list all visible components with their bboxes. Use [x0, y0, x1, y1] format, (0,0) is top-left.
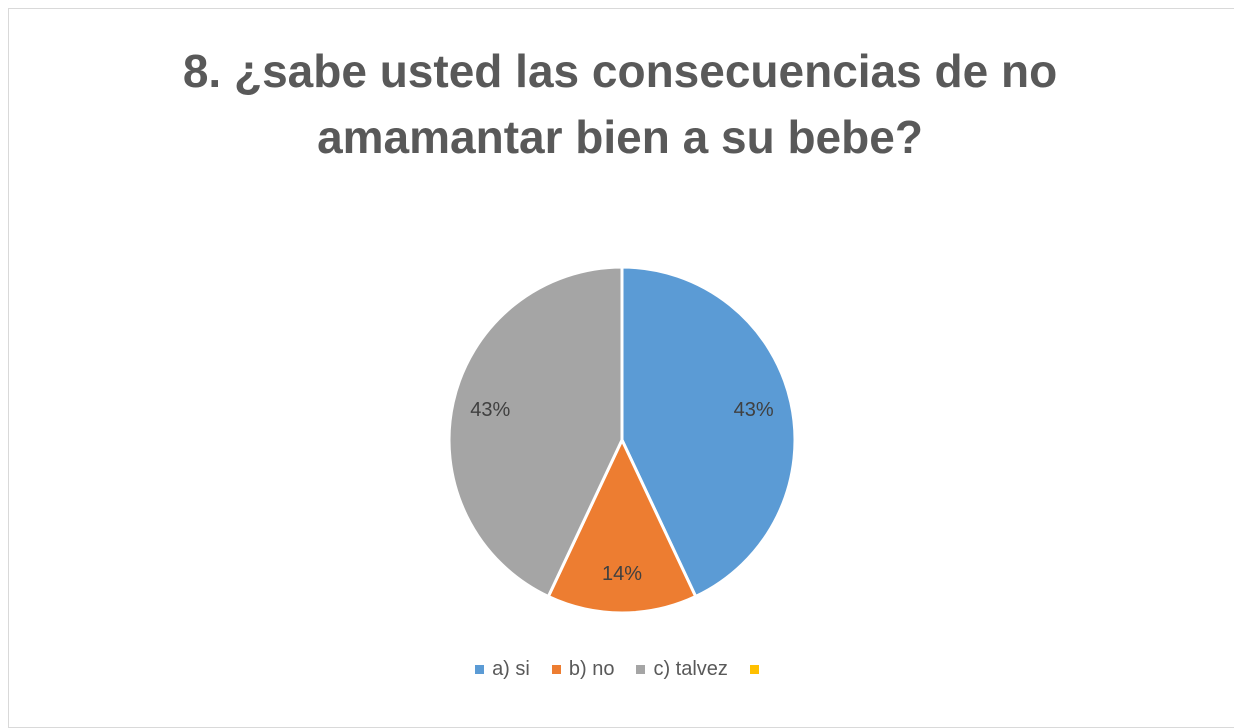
legend-swatch	[551, 665, 561, 674]
data-label: 14%	[602, 563, 642, 585]
pie-slice	[546, 436, 698, 615]
legend-label: a) si	[492, 658, 530, 680]
page: 8. ¿sabe usted las consecuencias de no a…	[0, 8, 1234, 728]
legend-label: b) no	[568, 658, 615, 680]
data-label: 43%	[470, 399, 510, 421]
chart-title: 8. ¿sabe usted las consecuencias de no a…	[182, 45, 1058, 163]
legend-swatch	[636, 665, 646, 674]
pie-slice	[447, 265, 624, 599]
legend-swatch	[749, 665, 759, 674]
legend: a) si b) no c) talvez	[0, 658, 1234, 681]
legend-swatch	[475, 665, 485, 674]
pie-slice	[620, 265, 797, 599]
legend-item	[749, 658, 759, 681]
legend-item: c) talvez	[636, 658, 728, 681]
legend-item: b) no	[551, 658, 615, 681]
legend-label: c) talvez	[653, 658, 728, 680]
data-label: 43%	[734, 399, 774, 421]
chart: 43% 14% 43%	[447, 265, 797, 615]
legend-item: a) si	[475, 658, 530, 681]
